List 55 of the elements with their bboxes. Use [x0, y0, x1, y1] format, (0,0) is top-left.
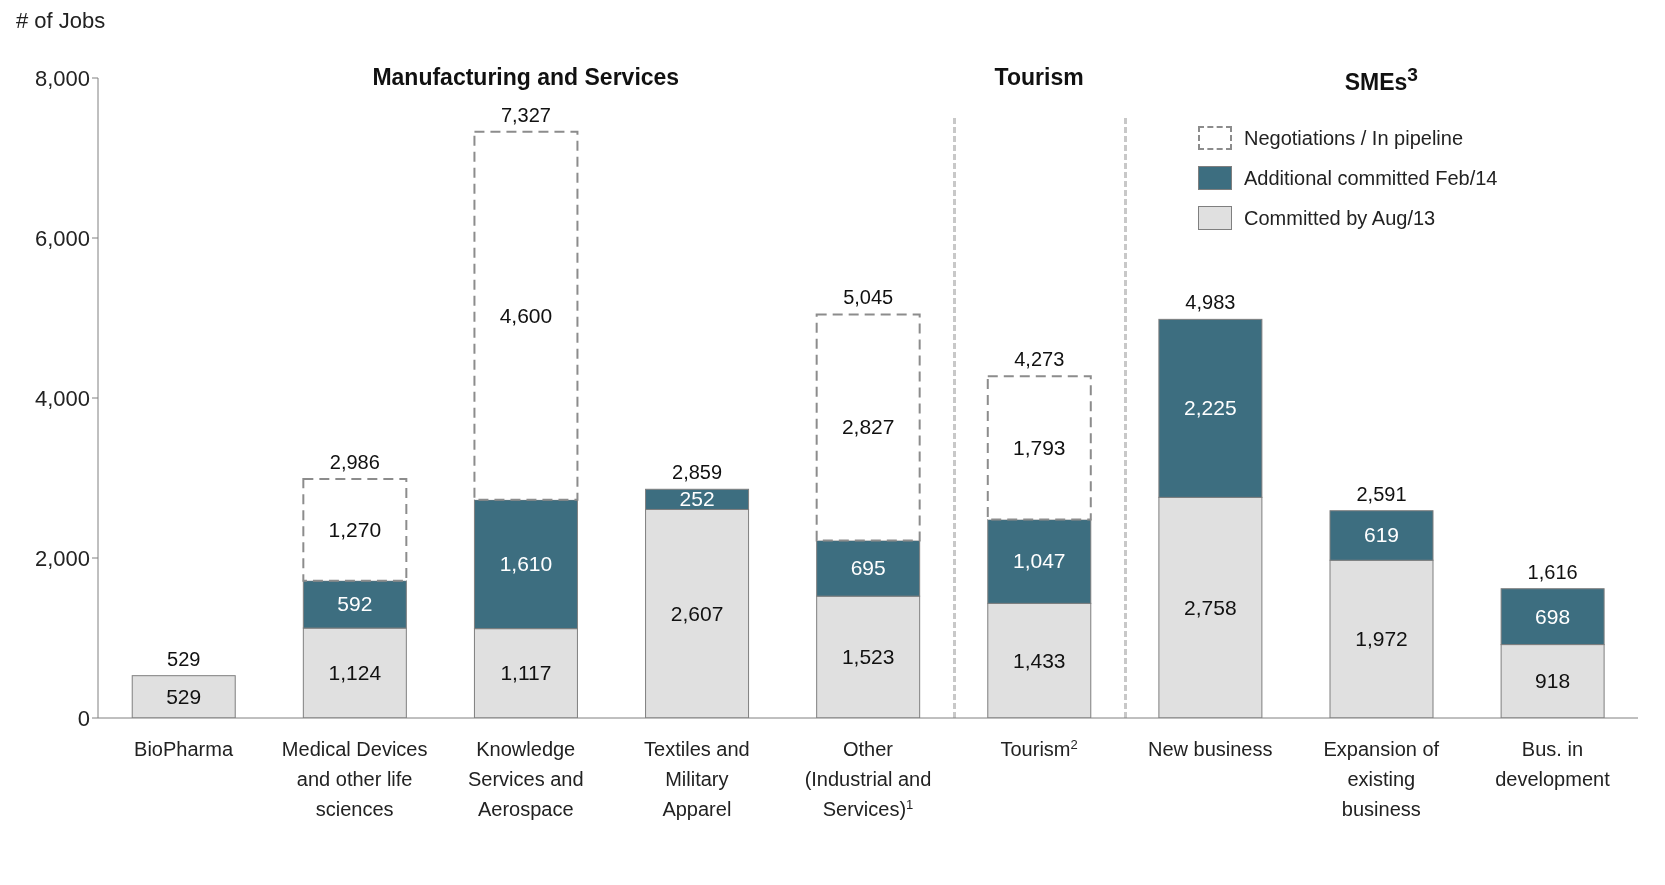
data-label: 252	[679, 487, 715, 511]
legend-label: Committed by Aug/13	[1244, 206, 1436, 230]
total-label: 529	[167, 647, 201, 670]
total-label: 1,616	[1527, 560, 1578, 583]
x-tick-label: New business	[1147, 738, 1273, 760]
total-label: 5,045	[843, 286, 894, 309]
bar	[473, 130, 579, 501]
total-label: 4,273	[1014, 348, 1065, 371]
data-label: 529	[166, 684, 202, 708]
bar	[302, 478, 408, 582]
data-label: 2,827	[841, 415, 895, 439]
data-label: 1,610	[499, 552, 553, 576]
bar	[815, 313, 921, 542]
data-label: 698	[1535, 604, 1571, 628]
x-tick-label: Tourism$^{2}$	[1000, 736, 1078, 760]
data-label: 695	[850, 556, 886, 580]
annotation: SMEs$^{3}$	[1343, 64, 1419, 96]
total-label: 2,859	[672, 461, 723, 484]
x-tick-label: Medical Devices and other life sciences	[281, 738, 428, 820]
data-label: 1,270	[328, 517, 382, 541]
data-label: 592	[337, 592, 373, 616]
y-tick-label: 8,000	[34, 65, 90, 91]
x-tick-label: BioPharma	[134, 738, 234, 760]
y-tick-label: 6,000	[34, 225, 90, 251]
legend-label: Negotiations / In pipeline	[1244, 126, 1464, 150]
x-tick-label: Knowledge Services and Aerospace	[467, 738, 584, 820]
data-label: 1,047	[1013, 549, 1066, 573]
total-label: 2,591	[1356, 482, 1407, 505]
data-label: 1,117	[500, 661, 552, 685]
y-tick-label: 2,000	[34, 545, 90, 571]
data-label: 1,433	[1013, 648, 1066, 672]
data-label: 1,523	[841, 645, 895, 669]
data-label: 2,758	[1184, 595, 1237, 619]
y-axis-title: # of Jobs	[16, 8, 106, 34]
total-label: 2,986	[329, 451, 380, 474]
x-tick-label: Bus. in development	[1495, 738, 1611, 790]
data-label: 1,972	[1355, 627, 1408, 651]
data-label: 2,607	[670, 601, 724, 625]
bar	[986, 375, 1092, 521]
x-tick-label: Textiles and Military Apparel	[644, 738, 750, 820]
data-label: 1,124	[328, 661, 382, 685]
data-label: 4,600	[499, 303, 553, 327]
total-label: 7,327	[500, 103, 551, 126]
annotation: Manufacturing and Services	[371, 64, 681, 91]
y-tick-label: 0	[77, 705, 90, 731]
x-tick-label: Expansion of existing business	[1323, 738, 1440, 820]
x-tick-label: Other (Industrial and Services)$^{1}$	[804, 738, 932, 820]
y-tick-label: 4,000	[34, 385, 90, 411]
data-label: 2,225	[1184, 396, 1237, 420]
total-label: 4,983	[1185, 291, 1236, 314]
data-label: 619	[1363, 523, 1400, 547]
annotation: Tourism	[993, 64, 1085, 91]
data-label: 918	[1535, 669, 1571, 693]
legend-label: Additional committed Feb/14	[1244, 166, 1498, 190]
data-label: 1,793	[1013, 435, 1066, 459]
